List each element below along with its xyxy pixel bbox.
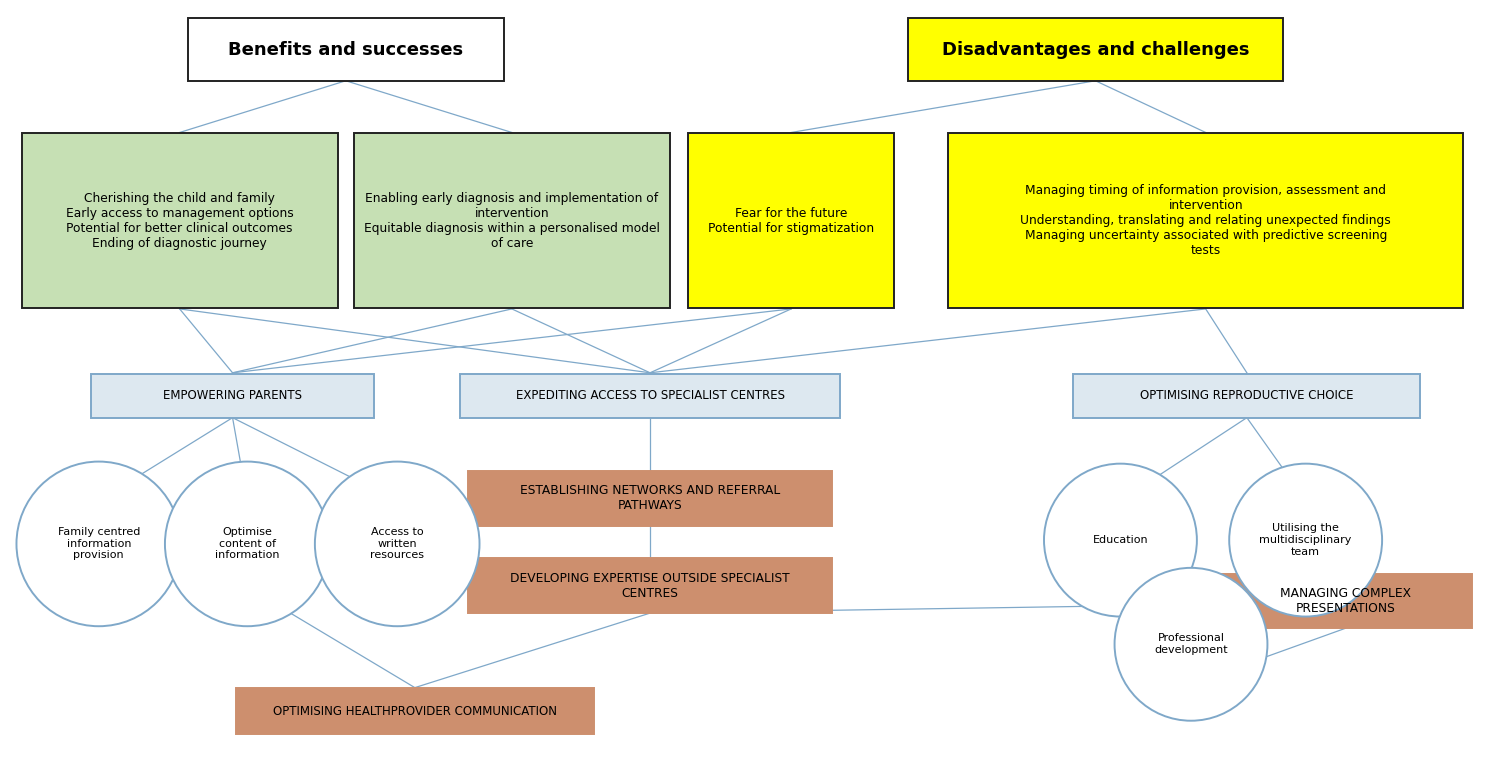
Text: Optimise
content of
information: Optimise content of information bbox=[214, 528, 279, 560]
FancyBboxPatch shape bbox=[460, 373, 840, 417]
Text: Family centred
information
provision: Family centred information provision bbox=[57, 528, 140, 560]
Text: Managing timing of information provision, assessment and
intervention
Understand: Managing timing of information provision… bbox=[1020, 184, 1390, 257]
FancyBboxPatch shape bbox=[468, 559, 832, 613]
Text: ESTABLISHING NETWORKS AND REFERRAL
PATHWAYS: ESTABLISHING NETWORKS AND REFERRAL PATHW… bbox=[520, 484, 780, 512]
FancyBboxPatch shape bbox=[688, 133, 894, 308]
Text: Benefits and successes: Benefits and successes bbox=[228, 40, 464, 58]
FancyBboxPatch shape bbox=[1220, 573, 1472, 629]
FancyBboxPatch shape bbox=[908, 19, 1282, 81]
Text: OPTIMISING REPRODUCTIVE CHOICE: OPTIMISING REPRODUCTIVE CHOICE bbox=[1140, 389, 1353, 402]
Ellipse shape bbox=[1044, 463, 1197, 617]
Text: Utilising the
multidisciplinary
team: Utilising the multidisciplinary team bbox=[1260, 524, 1352, 556]
Text: MANAGING COMPLEX
PRESENTATIONS: MANAGING COMPLEX PRESENTATIONS bbox=[1280, 587, 1412, 615]
Ellipse shape bbox=[16, 462, 182, 626]
FancyBboxPatch shape bbox=[1074, 373, 1420, 417]
Text: OPTIMISING HEALTHPROVIDER COMMUNICATION: OPTIMISING HEALTHPROVIDER COMMUNICATION bbox=[273, 705, 556, 718]
FancyBboxPatch shape bbox=[948, 133, 1462, 308]
FancyBboxPatch shape bbox=[188, 19, 504, 81]
Text: Access to
written
resources: Access to written resources bbox=[370, 528, 424, 560]
Ellipse shape bbox=[1114, 568, 1268, 721]
FancyBboxPatch shape bbox=[236, 688, 594, 734]
Text: EXPEDITING ACCESS TO SPECIALIST CENTRES: EXPEDITING ACCESS TO SPECIALIST CENTRES bbox=[516, 389, 784, 402]
Text: Disadvantages and challenges: Disadvantages and challenges bbox=[942, 40, 1250, 58]
Text: DEVELOPING EXPERTISE OUTSIDE SPECIALIST
CENTRES: DEVELOPING EXPERTISE OUTSIDE SPECIALIST … bbox=[510, 572, 790, 600]
FancyBboxPatch shape bbox=[92, 373, 374, 417]
Ellipse shape bbox=[165, 462, 330, 626]
FancyBboxPatch shape bbox=[468, 471, 832, 525]
Text: Education: Education bbox=[1092, 535, 1149, 545]
Text: Enabling early diagnosis and implementation of
intervention
Equitable diagnosis : Enabling early diagnosis and implementat… bbox=[364, 192, 660, 250]
Ellipse shape bbox=[315, 462, 480, 626]
Text: Cherishing the child and family
Early access to management options
Potential for: Cherishing the child and family Early ac… bbox=[66, 192, 294, 250]
FancyBboxPatch shape bbox=[21, 133, 338, 308]
Ellipse shape bbox=[1228, 463, 1382, 617]
Text: EMPOWERING PARENTS: EMPOWERING PARENTS bbox=[164, 389, 302, 402]
FancyBboxPatch shape bbox=[354, 133, 670, 308]
Text: Professional
development: Professional development bbox=[1154, 633, 1228, 655]
Text: Fear for the future
Potential for stigmatization: Fear for the future Potential for stigma… bbox=[708, 206, 874, 234]
